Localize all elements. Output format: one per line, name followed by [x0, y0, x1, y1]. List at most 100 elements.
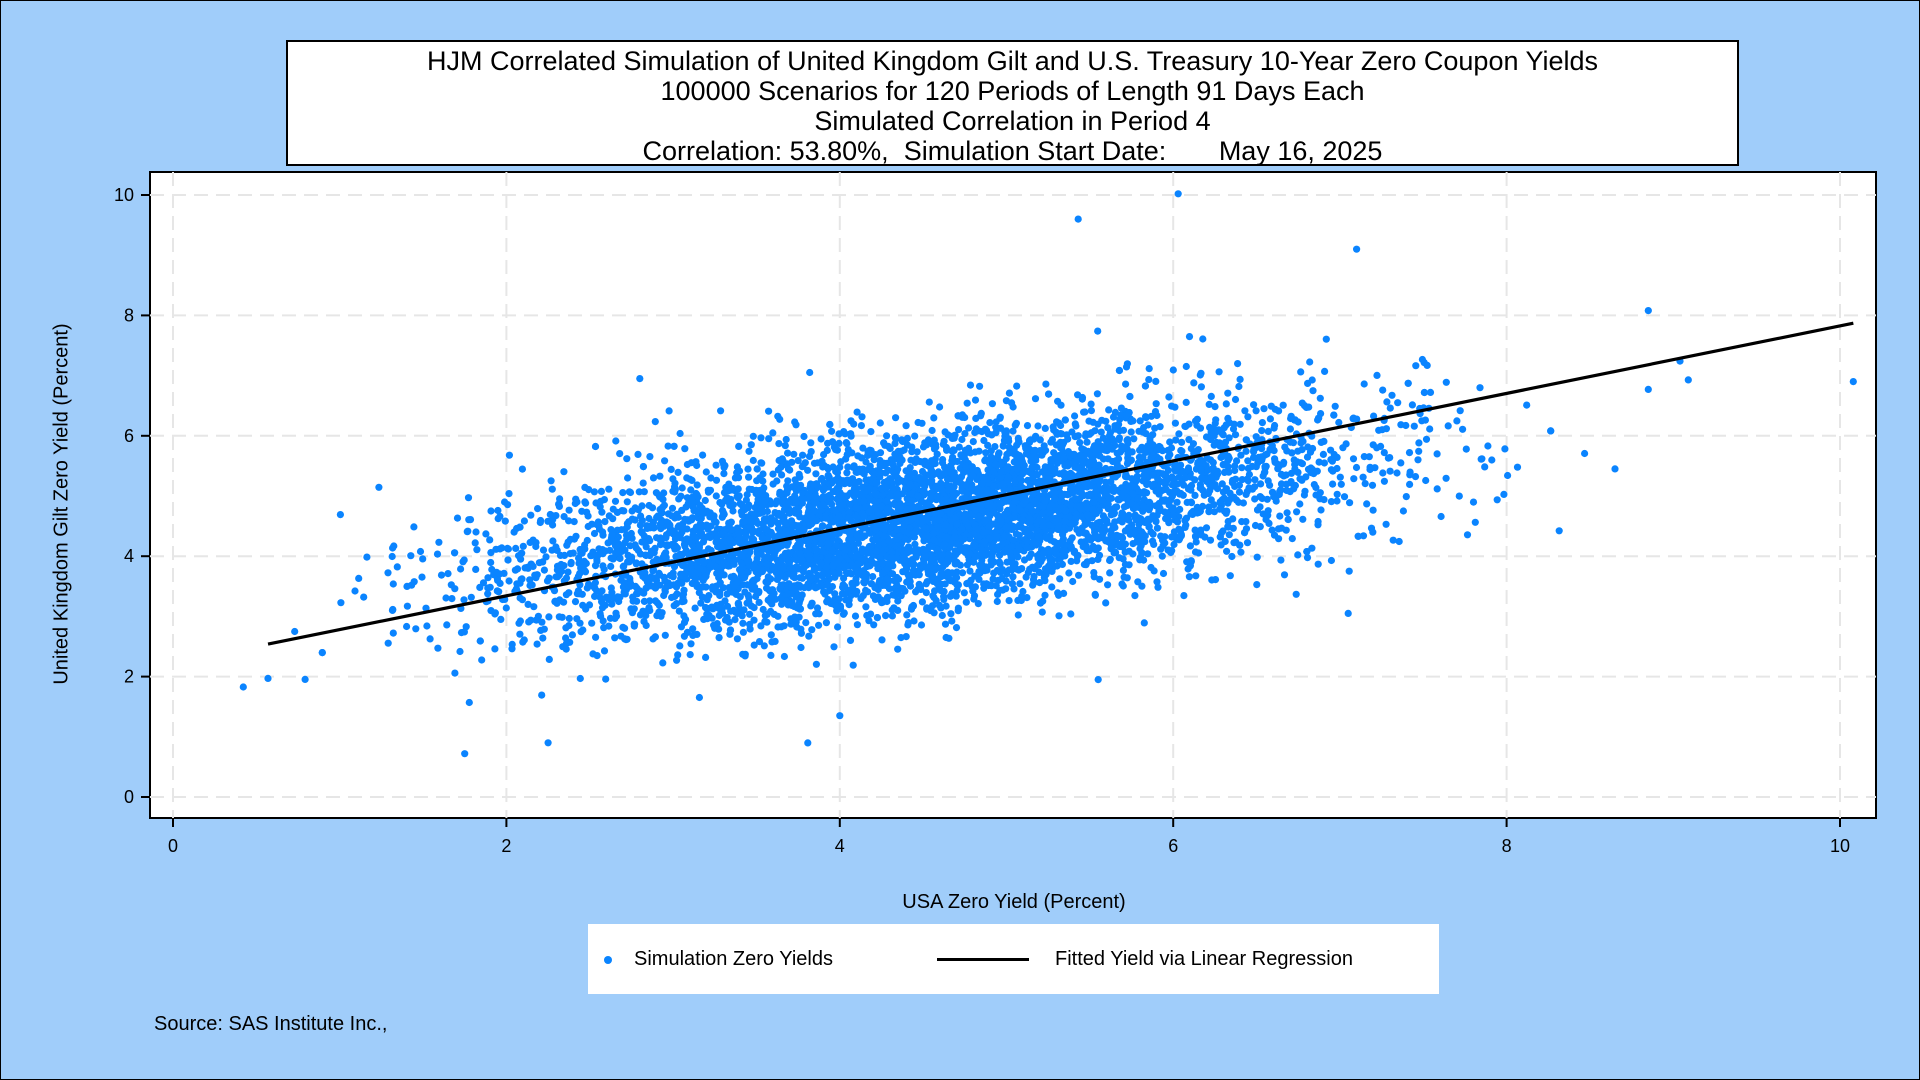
scatter-point — [878, 636, 886, 644]
scatter-point — [1360, 453, 1368, 461]
scatter-point — [851, 612, 860, 620]
scatter-point — [1051, 469, 1059, 477]
scatter-point — [1286, 488, 1294, 496]
scatter-point — [1360, 380, 1368, 388]
scatter-point — [1185, 333, 1194, 341]
scatter-point — [1097, 428, 1105, 436]
scatter-point — [877, 522, 886, 531]
scatter-point — [527, 616, 535, 624]
scatter-point — [1319, 450, 1327, 458]
scatter-point — [1280, 571, 1289, 579]
scatter-point — [563, 639, 571, 647]
scatter-point — [764, 573, 772, 581]
scatter-point — [1271, 458, 1279, 466]
scatter-point — [1066, 537, 1074, 545]
scatter-point — [860, 578, 868, 586]
scatter-point — [1029, 575, 1038, 584]
scatter-point — [999, 442, 1007, 450]
scatter-point — [1215, 368, 1223, 376]
scatter-point — [1133, 476, 1141, 484]
scatter-point — [747, 441, 755, 449]
scatter-point — [1180, 481, 1188, 489]
scatter-point — [1032, 541, 1040, 549]
scatter-point — [1064, 435, 1072, 443]
scatter-point — [1016, 474, 1024, 482]
scatter-point — [1023, 422, 1032, 430]
scatter-point — [1252, 433, 1260, 441]
scatter-point — [1047, 463, 1055, 471]
scatter-point — [928, 457, 936, 465]
scatter-point — [1418, 417, 1426, 425]
scatter-point — [623, 498, 631, 506]
scatter-point — [676, 429, 684, 438]
scatter-point — [1193, 509, 1201, 517]
scatter-point — [796, 605, 804, 613]
scatter-point — [867, 556, 875, 564]
scatter-point — [1134, 494, 1142, 502]
scatter-point — [1339, 444, 1347, 452]
scatter-point — [1389, 536, 1397, 544]
scatter-point — [510, 528, 518, 536]
scatter-point — [416, 547, 425, 556]
scatter-point — [1145, 365, 1153, 373]
scatter-point — [1195, 549, 1203, 557]
scatter-point — [903, 562, 911, 571]
scatter-point — [456, 647, 464, 656]
scatter-point — [757, 434, 765, 442]
scatter-point — [1054, 397, 1062, 405]
scatter-point — [1164, 446, 1172, 454]
scatter-point — [1581, 449, 1589, 458]
scatter-point — [1280, 472, 1288, 480]
scatter-point — [699, 451, 707, 459]
scatter-point — [782, 435, 790, 444]
scatter-point — [948, 590, 956, 598]
scatter-point — [941, 620, 950, 628]
scatter-point — [583, 584, 591, 592]
scatter-point — [804, 466, 812, 474]
scatter-point — [1059, 448, 1067, 456]
scatter-point — [966, 567, 974, 575]
scatter-point — [876, 419, 884, 427]
scatter-point — [952, 624, 961, 632]
scatter-point — [1094, 535, 1102, 543]
scatter-point — [1071, 412, 1079, 420]
scatter-point — [918, 598, 927, 606]
scatter-point — [825, 491, 834, 499]
scatter-point — [1384, 454, 1392, 462]
scatter-point — [938, 568, 946, 577]
scatter-point — [774, 623, 782, 631]
scatter-point — [740, 606, 748, 614]
scatter-point — [923, 441, 931, 449]
scatter-point — [1099, 455, 1108, 463]
scatter-point — [611, 497, 620, 505]
scatter-point — [1523, 401, 1531, 409]
scatter-point — [1071, 463, 1079, 471]
scatter-point — [764, 534, 772, 542]
scatter-point — [743, 491, 751, 499]
scatter-point — [545, 613, 553, 621]
scatter-point — [903, 611, 911, 619]
scatter-point — [1185, 573, 1193, 581]
title-line-1: HJM Correlated Simulation of United King… — [426, 46, 1599, 76]
scatter-point — [1030, 497, 1039, 505]
scatter-point — [1244, 457, 1252, 465]
scatter-point — [539, 634, 547, 642]
scatter-point — [355, 574, 363, 583]
scatter-point — [1236, 375, 1244, 383]
scatter-point — [1320, 459, 1328, 467]
scatter-point — [696, 564, 704, 572]
scatter-point — [859, 548, 867, 556]
scatter-point — [869, 573, 877, 581]
scatter-point — [519, 542, 527, 550]
scatter-point — [745, 473, 753, 481]
scatter-point — [1388, 391, 1396, 399]
scatter-point — [843, 440, 851, 448]
scatter-point — [618, 526, 626, 534]
scatter-point — [697, 599, 705, 607]
scatter-point — [1153, 578, 1161, 586]
scatter-point — [620, 507, 628, 515]
scatter-point — [751, 563, 759, 571]
scatter-point — [576, 619, 584, 627]
scatter-point — [843, 476, 851, 484]
scatter-point — [530, 603, 538, 611]
